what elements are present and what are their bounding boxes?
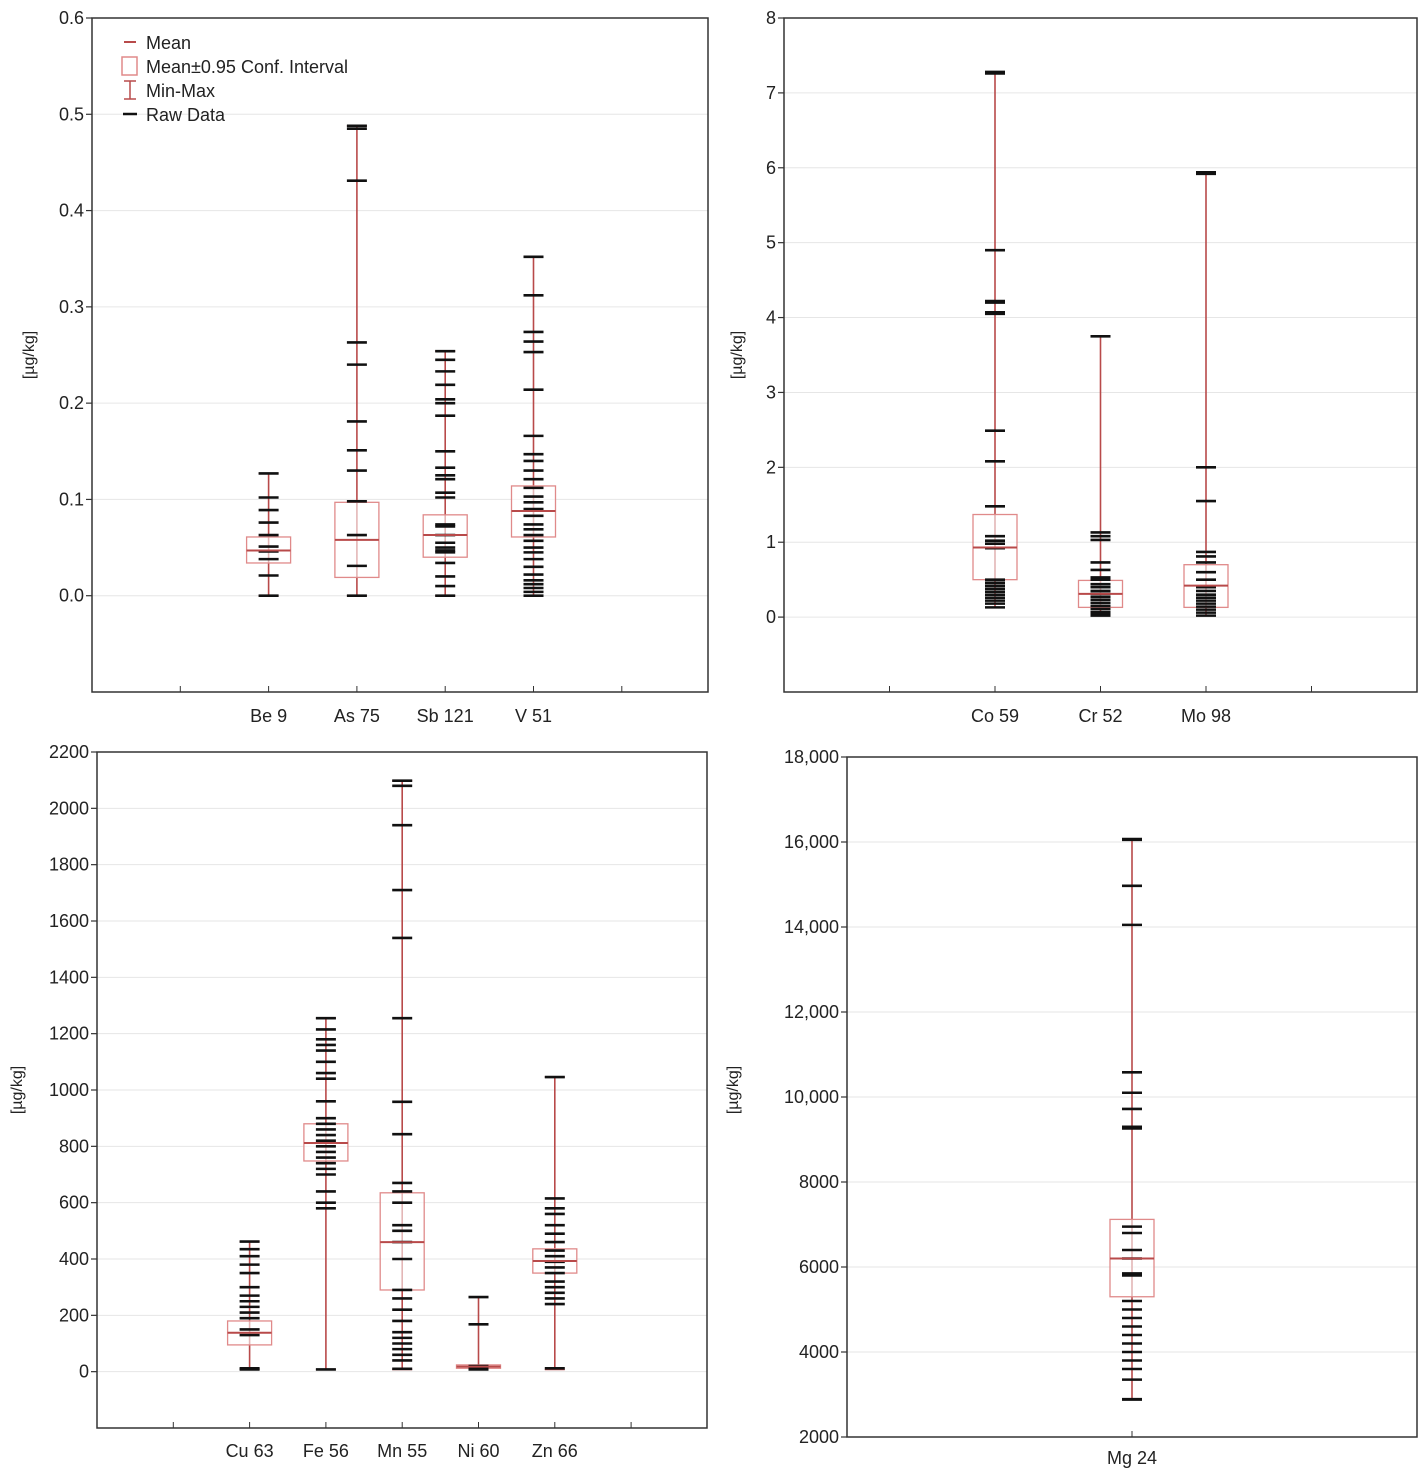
y-tick-label: 8 <box>766 8 776 28</box>
y-axis: 2000 4000 6000 8000 10,000 12,000 14,000 16,000… <box>784 747 847 1447</box>
series-v-51 <box>510 255 557 598</box>
y-tick-label: 600 <box>59 1193 89 1213</box>
x-tick-label: Mg 24 <box>1107 1448 1157 1468</box>
series-as-75 <box>334 124 380 598</box>
series-zn-66 <box>532 1075 578 1371</box>
y-tick-label: 4 <box>766 308 776 328</box>
x-axis <box>179 686 623 692</box>
y-tick-label: 8000 <box>799 1172 839 1192</box>
chart-panel-bottom-right: [µg/kg] 2000 4000 6000 8000 10,000 12,000 14,0… <box>725 747 1418 1468</box>
series-co-59 <box>972 70 1018 609</box>
y-tick-label: 2200 <box>49 742 89 762</box>
y-tick-label: 2000 <box>799 1427 839 1447</box>
y-tick-label: 1000 <box>49 1080 89 1100</box>
x-tick-label: V 51 <box>515 706 552 726</box>
x-tick-label: Zn 66 <box>532 1441 578 1461</box>
y-tick-label: 14,000 <box>784 917 839 937</box>
y-tick-label: 2 <box>766 457 776 477</box>
y-tick-label: 12,000 <box>784 1002 839 1022</box>
x-tick-label: Fe 56 <box>303 1441 349 1461</box>
series-cr-52 <box>1077 334 1124 617</box>
x-tick-label: Mn 55 <box>377 1441 427 1461</box>
y-tick-label: 0.6 <box>59 8 84 28</box>
x-tick-label: Ni 60 <box>457 1441 499 1461</box>
y-axis-label: [µg/kg] <box>21 331 38 379</box>
y-tick-label: 3 <box>766 382 776 402</box>
legend-ci-swatch <box>121 56 138 76</box>
y-tick-label: 18,000 <box>784 747 839 767</box>
x-tick-label: Cu 63 <box>226 1441 274 1461</box>
series-mg-24 <box>1109 837 1155 1401</box>
y-tick-label: 5 <box>766 233 776 253</box>
y-tick-label: 1800 <box>49 855 89 875</box>
legend-mean-label: Mean <box>146 33 191 53</box>
y-axis-label: [µg/kg] <box>729 331 746 379</box>
series-mn-55 <box>379 779 425 1371</box>
y-tick-label: 2000 <box>49 798 89 818</box>
chart-panel-top-left: [µg/kg] 0.0 0.1 0.2 0.3 0.4 0.5 0.6 Be 9 As 75 Sb… <box>21 8 709 726</box>
y-axis: 0.0 0.1 0.2 0.3 0.4 0.5 0.6 <box>59 8 92 606</box>
x-tick-label: Mo 98 <box>1181 706 1231 726</box>
x-tick-label: Co 59 <box>971 706 1019 726</box>
series-ni-60 <box>455 1295 502 1371</box>
y-tick-label: 16,000 <box>784 832 839 852</box>
x-tick-label: Sb 121 <box>417 706 474 726</box>
legend: Mean Mean±0.95 Conf. Interval Min-Max Ra… <box>121 33 348 125</box>
y-tick-label: 1200 <box>49 1024 89 1044</box>
legend-minmax-swatch <box>124 80 136 100</box>
y-axis: 0 200 400 600 800 1000 1200 1400 1600 1800 2000 220… <box>49 742 97 1382</box>
chart-panel-top-right: [µg/kg] 0 1 2 3 4 5 6 7 8 Co 59 Cr 52 Mo 98 <box>729 8 1418 726</box>
y-tick-label: 1600 <box>49 911 89 931</box>
y-axis-label: [µg/kg] <box>9 1066 26 1114</box>
chart-panel-bottom-left: [µg/kg] 0 200 400 600 800 1000 1200 1400 1600 180… <box>9 742 708 1461</box>
y-tick-label: 0 <box>79 1362 89 1382</box>
legend-minmax-label: Min-Max <box>146 81 215 101</box>
y-tick-label: 200 <box>59 1305 89 1325</box>
plot-frame <box>91 17 709 693</box>
y-tick-label: 0.2 <box>59 393 84 413</box>
y-tick-label: 1400 <box>49 967 89 987</box>
y-tick-label: 0.3 <box>59 297 84 317</box>
y-tick-label: 10,000 <box>784 1087 839 1107</box>
legend-ci-label: Mean±0.95 Conf. Interval <box>146 57 348 77</box>
y-tick-label: 0.5 <box>59 104 84 124</box>
x-tick-label: Be 9 <box>250 706 287 726</box>
y-tick-label: 0.1 <box>59 489 84 509</box>
y-tick-label: 6000 <box>799 1257 839 1277</box>
y-tick-label: 4000 <box>799 1342 839 1362</box>
x-tick-label: As 75 <box>334 706 380 726</box>
x-axis <box>889 686 1312 692</box>
x-tick-label: Cr 52 <box>1078 706 1122 726</box>
y-tick-label: 400 <box>59 1249 89 1269</box>
x-axis <box>172 1422 632 1428</box>
y-tick-label: 0.4 <box>59 201 84 221</box>
series-cu-63 <box>226 1240 273 1371</box>
legend-raw-label: Raw Data <box>146 105 226 125</box>
y-axis: 0 1 2 3 4 5 6 7 8 <box>766 8 784 627</box>
y-tick-label: 6 <box>766 158 776 178</box>
y-tick-label: 800 <box>59 1136 89 1156</box>
series-mo-98 <box>1183 170 1229 617</box>
series-sb-121 <box>422 349 468 598</box>
y-axis-label: [µg/kg] <box>725 1066 742 1114</box>
y-tick-label: 0 <box>766 607 776 627</box>
series-fe-56 <box>303 1016 349 1371</box>
series-be-9 <box>245 472 292 598</box>
y-tick-label: 1 <box>766 532 776 552</box>
y-tick-label: 0.0 <box>59 586 84 606</box>
y-tick-label: 7 <box>766 83 776 103</box>
